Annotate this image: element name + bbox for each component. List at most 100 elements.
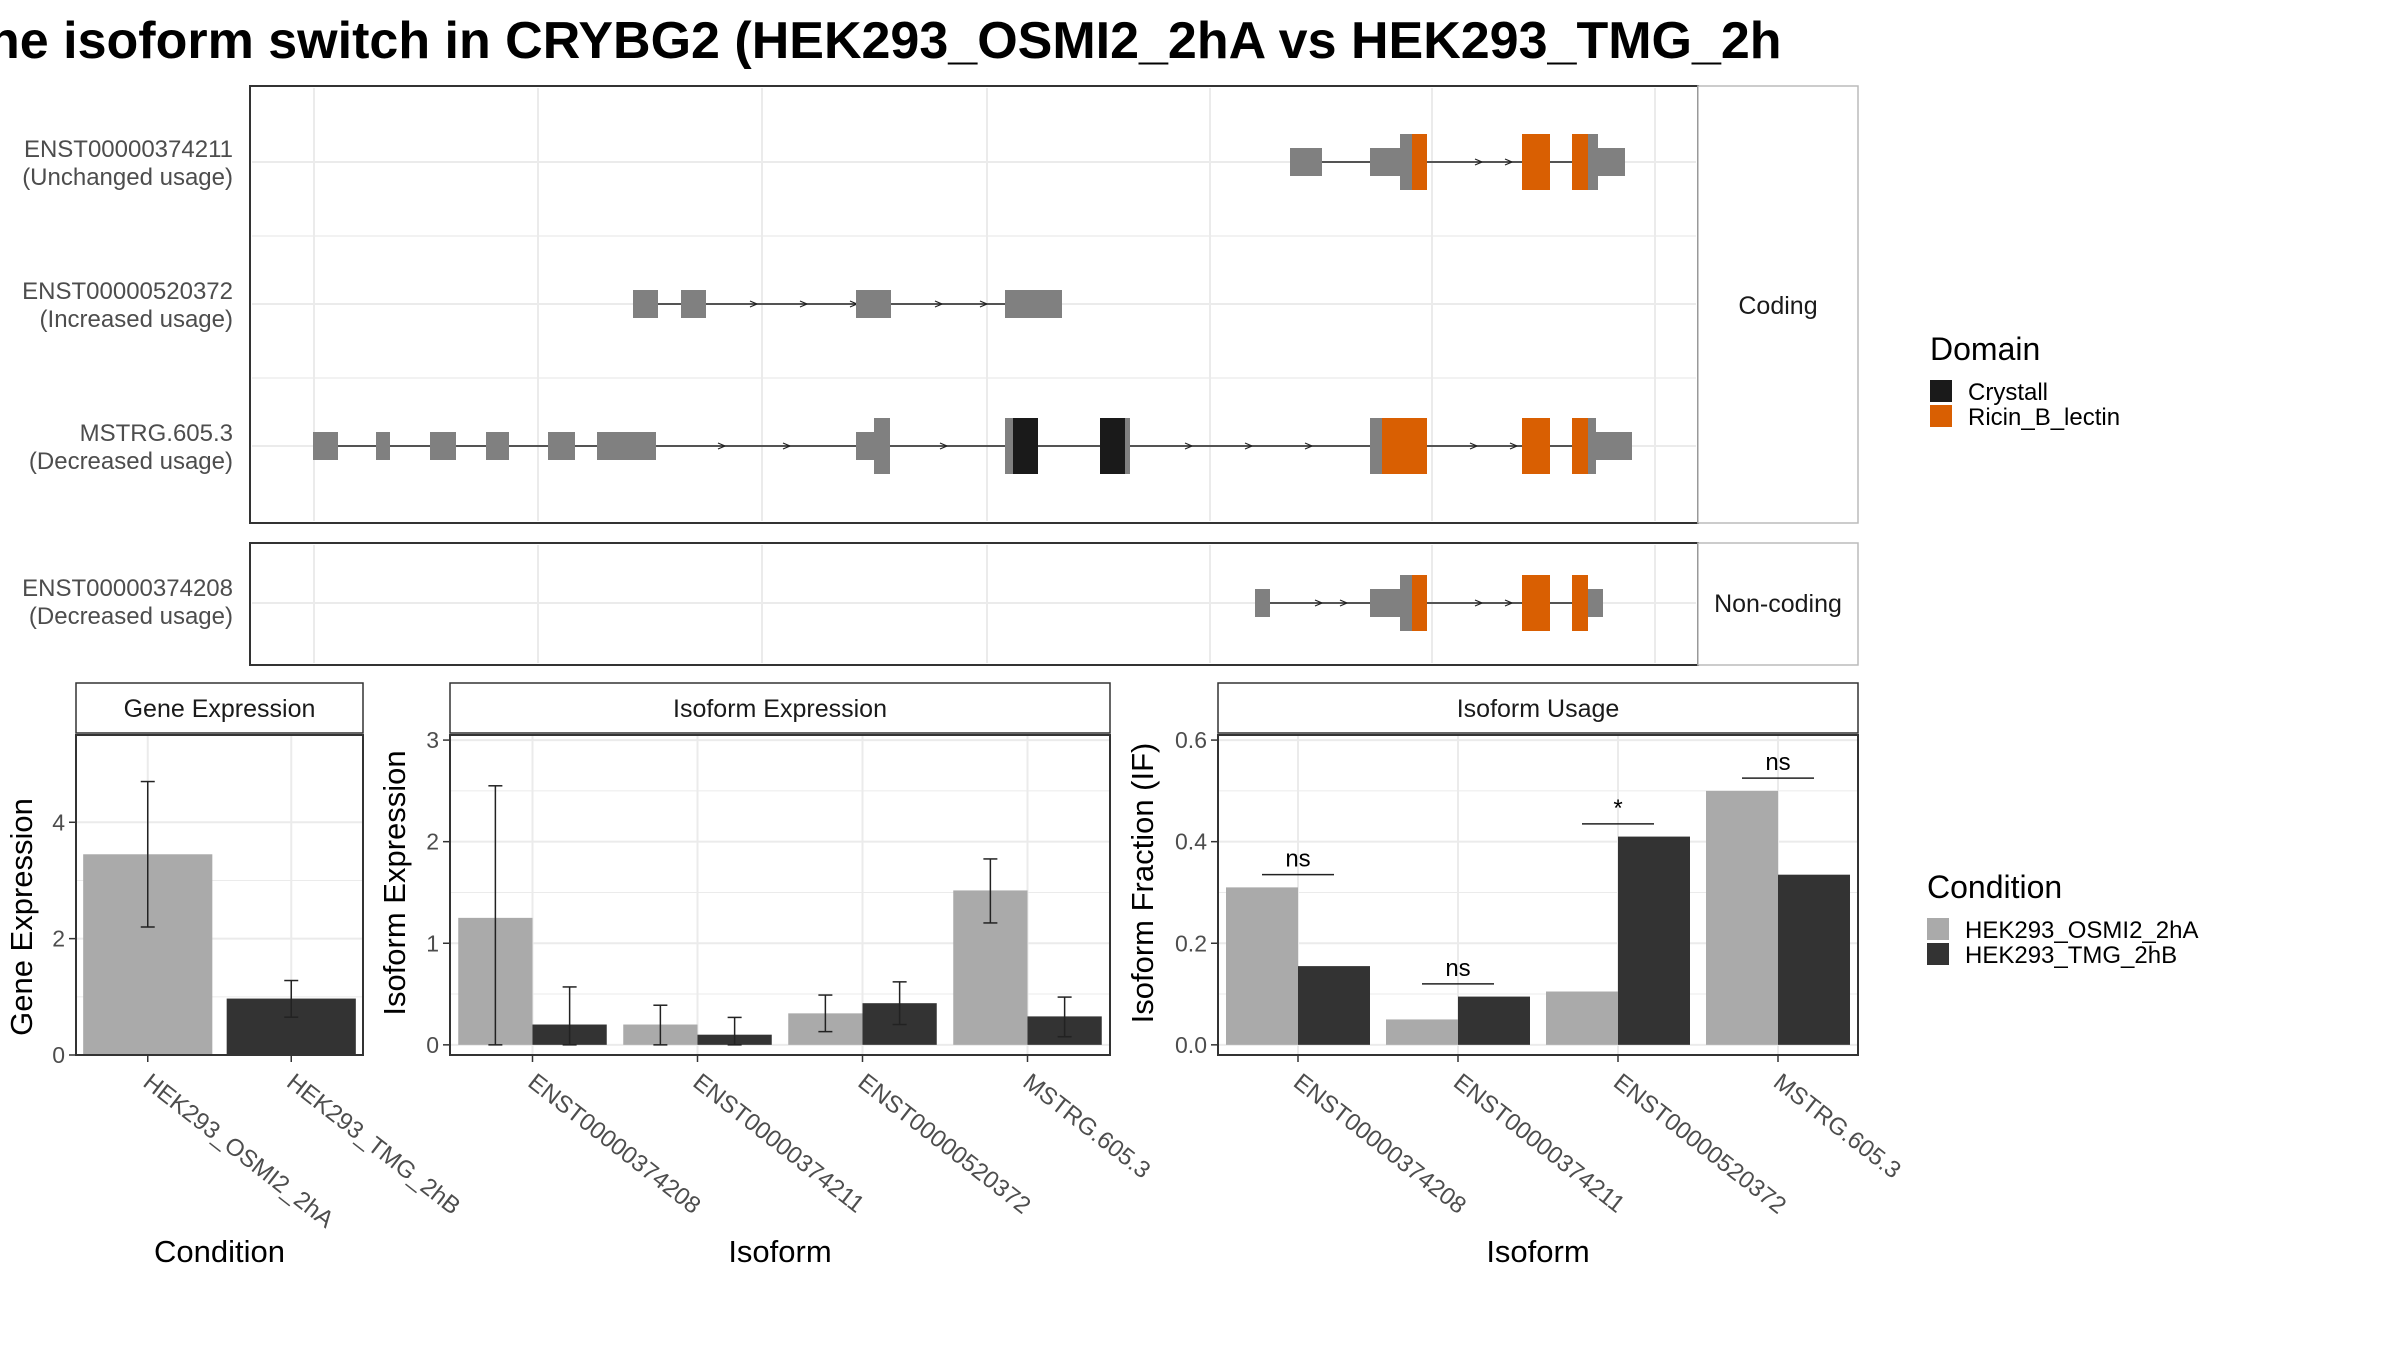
isoform-label-usage: (Decreased usage) (29, 448, 233, 475)
exon-block (1370, 589, 1400, 617)
y-tick-label: 0.0 (1175, 1032, 1207, 1058)
bar (1706, 790, 1778, 1045)
exon-block (681, 290, 706, 318)
isoform-usage-chart: Isoform Usage ns ENST00000374208 ns ENST000… (1125, 682, 1906, 1269)
y-tick-label: 2 (52, 926, 65, 952)
y-tick-label: 0.4 (1175, 829, 1207, 855)
ricin-domain-exon (1572, 134, 1588, 190)
exon-block (1290, 148, 1322, 176)
isoform-usage-strip-title: Isoform Usage (1457, 695, 1620, 723)
x-tick-label: ENST00000374211 (688, 1068, 869, 1218)
crystall-domain-exon (1100, 418, 1125, 474)
exon-block (1125, 418, 1130, 474)
condition-a-legend-key (1927, 918, 1949, 940)
bar (1226, 887, 1298, 1045)
exon-block (597, 432, 656, 460)
gene-expression-strip-title: Gene Expression (124, 695, 316, 723)
x-tick-label: ENST00000374211 (1448, 1068, 1629, 1218)
domain-legend-title: Domain (1930, 331, 2040, 367)
isoform-usage-plot: ns ENST00000374208 ns ENST00000374211 * ENST0… (1175, 727, 1906, 1219)
ricin-domain-exon (1522, 418, 1550, 474)
y-tick-label: 4 (52, 809, 65, 835)
intron-arrow (799, 300, 809, 308)
exon-block (874, 418, 890, 474)
plot-frame (75, 734, 364, 1056)
exon-block (1005, 418, 1013, 474)
ricin-domain-exon (1522, 575, 1550, 631)
y-tick-label: 0.2 (1175, 930, 1207, 956)
intron-arrow (1314, 599, 1324, 607)
intron-arrow (1474, 158, 1484, 166)
ricin-legend-key (1930, 405, 1952, 427)
coding-strip-label: Coding (1738, 292, 1817, 320)
exon-block (856, 432, 874, 460)
exon-block (1400, 575, 1412, 631)
bar (1618, 836, 1690, 1045)
bar (1546, 991, 1618, 1045)
crystall-legend-key (1930, 380, 1952, 402)
isoform-label-usage: (Unchanged usage) (22, 164, 233, 191)
intron-arrow (1244, 442, 1254, 450)
noncoding-tracks (1255, 575, 1603, 631)
plot-frame (1217, 734, 1859, 1056)
plot-frame (449, 734, 1111, 1056)
noncoding-strip-label: Non-coding (1714, 590, 1842, 618)
significance-label: * (1613, 795, 1622, 822)
coding-strip (1697, 85, 1859, 524)
condition-legend-title: Condition (1927, 869, 2062, 905)
exon-block (1370, 148, 1400, 176)
exon-block (486, 432, 509, 460)
isoform-label-id: MSTRG.605.3 (80, 420, 233, 447)
exon-block (1598, 148, 1625, 176)
gene-expression-strip (75, 682, 364, 734)
significance-label: ns (1445, 955, 1470, 982)
transcript-structure-panel: Coding Non-coding ENST00000374211 (Uncha… (22, 85, 2120, 666)
intron-arrow (749, 300, 759, 308)
isoform-expression-strip-title: Isoform Expression (673, 695, 887, 723)
exon-block (633, 290, 658, 318)
ricin-legend-label: Ricin_B_lectin (1968, 404, 2120, 431)
intron-arrow (1474, 599, 1484, 607)
intron-arrow (979, 300, 989, 308)
exon-block (856, 290, 891, 318)
intron-arrow (1504, 158, 1514, 166)
y-tick-label: 2 (426, 829, 439, 855)
exon-block (1400, 134, 1412, 190)
ricin-domain-exon (1522, 134, 1550, 190)
isoform-expression-chart: Isoform Expression ENST00000374208ENST00… (377, 682, 1155, 1269)
exon-block (1255, 589, 1270, 617)
exon-block (1596, 432, 1632, 460)
condition-legend: Condition HEK293_OSMI2_2hA HEK293_TMG_2h… (1927, 869, 2198, 969)
exon-block (1370, 418, 1382, 474)
isoform-expression-plot: ENST00000374208ENST00000374211ENST000005… (426, 727, 1155, 1219)
y-tick-label: 0 (52, 1042, 65, 1068)
intron-arrow (1504, 599, 1514, 607)
bar (1298, 966, 1370, 1045)
x-tick-label: ENST00000520372 (853, 1068, 1036, 1219)
isoform-label-id: ENST00000520372 (22, 278, 233, 305)
isoform-usage-xlabel: Isoform (1486, 1234, 1589, 1269)
isoform-expression-ylabel: Isoform Expression (377, 750, 412, 1015)
noncoding-strip (1697, 542, 1859, 666)
exon-block (1588, 589, 1603, 617)
x-tick-label: ENST00000374208 (1288, 1068, 1471, 1219)
intron-arrow (939, 442, 949, 450)
x-tick-label: MSTRG.605.3 (1018, 1068, 1155, 1184)
isoform-expression-xlabel: Isoform (728, 1234, 831, 1269)
intron-arrow (1304, 442, 1314, 450)
figure-title: ne isoform switch in CRYBG2 (HEK293_OSMI… (0, 12, 1782, 70)
ricin-domain-exon (1412, 134, 1427, 190)
condition-b-legend-label: HEK293_TMG_2hB (1965, 942, 2177, 969)
exon-block (313, 432, 338, 460)
exon-block (548, 432, 575, 460)
bar (1778, 874, 1850, 1045)
crystall-legend-label: Crystall (1968, 379, 2048, 406)
ricin-domain-exon (1572, 418, 1588, 474)
isoform-label-id: ENST00000374208 (22, 575, 233, 602)
exon-block (1588, 134, 1598, 190)
intron-arrow (1469, 442, 1479, 450)
ricin-domain-exon (1572, 575, 1588, 631)
isoform-label-usage: (Decreased usage) (29, 603, 233, 630)
gene-expression-xlabel: Condition (154, 1234, 285, 1269)
